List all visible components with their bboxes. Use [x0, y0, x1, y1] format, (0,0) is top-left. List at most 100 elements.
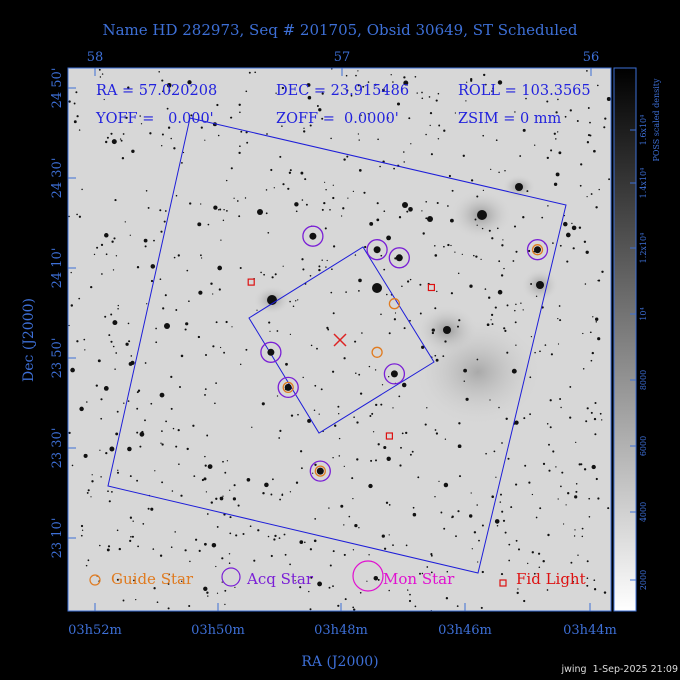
chart-title: Name HD 282973, Seq # 201705, Obsid 3064…: [102, 21, 577, 39]
background-star: [198, 549, 201, 552]
background-star: [450, 292, 454, 295]
background-star: [354, 340, 357, 343]
background-star: [553, 182, 558, 186]
background-star: [136, 266, 140, 269]
background-star: [403, 161, 405, 163]
background-star: [212, 345, 215, 348]
background-star: [444, 340, 447, 343]
background-star: [187, 80, 192, 85]
background-star: [604, 117, 607, 120]
background-star: [76, 340, 79, 343]
background-star: [186, 447, 189, 451]
background-star: [343, 357, 346, 360]
background-star: [463, 368, 467, 373]
background-star: [329, 564, 332, 567]
background-star: [565, 232, 571, 238]
background-star: [128, 340, 131, 343]
background-star: [330, 291, 333, 294]
background-star: [598, 279, 601, 282]
background-star: [152, 548, 155, 550]
background-star: [377, 578, 380, 581]
background-star: [569, 385, 572, 388]
colorbar-tick-label: 8000: [639, 370, 648, 390]
background-star: [111, 139, 117, 145]
background-star: [236, 200, 239, 202]
background-star: [502, 239, 504, 241]
background-star: [228, 562, 231, 564]
background-star: [302, 268, 305, 271]
background-star: [70, 304, 74, 307]
background-star: [434, 307, 437, 310]
background-star: [595, 321, 598, 323]
background-star: [68, 431, 71, 435]
background-star: [541, 216, 544, 219]
background-star: [301, 467, 303, 470]
background-star: [110, 340, 113, 343]
background-star: [403, 80, 409, 86]
background-star: [270, 168, 273, 172]
acq-star-2-marker: [383, 363, 406, 385]
background-star: [160, 230, 163, 233]
background-star: [112, 345, 115, 348]
background-star: [303, 130, 306, 133]
background-star: [123, 402, 125, 404]
background-star: [409, 453, 412, 456]
background-star: [245, 348, 248, 351]
acq-star-7-dot: [395, 254, 403, 262]
background-star: [458, 475, 462, 478]
background-star: [376, 218, 380, 222]
background-star: [295, 481, 299, 484]
acq-star-4-marker: [302, 225, 324, 247]
fid-light-1-marker: [427, 283, 435, 292]
background-star: [331, 268, 333, 271]
background-star: [299, 450, 303, 453]
background-star: [168, 573, 171, 576]
background-star: [458, 422, 461, 425]
background-star: [522, 128, 526, 132]
acq-star-7-marker: [388, 247, 410, 269]
background-star: [207, 464, 213, 469]
background-star: [515, 539, 518, 542]
background-star: [150, 402, 153, 405]
y-tick-label: 24 10': [50, 248, 65, 289]
background-star: [515, 483, 518, 486]
background-star: [476, 358, 479, 361]
background-star: [237, 504, 240, 507]
background-star: [76, 213, 78, 216]
background-star: [340, 215, 343, 217]
ra-value: RA = 57.020208: [96, 83, 217, 99]
background-star: [435, 358, 439, 362]
background-star: [179, 386, 181, 388]
background-star: [268, 321, 271, 324]
background-star: [153, 239, 155, 242]
background-star: [262, 491, 265, 495]
background-star: [383, 445, 387, 450]
background-star: [585, 420, 588, 423]
background-star: [204, 388, 207, 390]
background-star: [549, 399, 552, 402]
background-star: [424, 423, 427, 426]
background-star: [284, 553, 287, 556]
background-star: [383, 210, 386, 213]
background-star: [332, 184, 334, 186]
background-star: [175, 445, 178, 448]
outer-fov-box: [107, 117, 567, 574]
background-star: [159, 554, 163, 557]
background-star: [416, 92, 418, 94]
background-star: [128, 361, 133, 366]
background-star: [238, 103, 241, 107]
background-star: [116, 410, 119, 413]
background-star: [204, 393, 206, 396]
background-star: [377, 443, 380, 446]
zsim-value: ZSIM = 0 mm: [458, 111, 562, 127]
background-star: [559, 319, 562, 322]
background-star: [586, 577, 589, 580]
background-star: [308, 590, 310, 593]
bright-star: [402, 202, 408, 208]
background-star: [601, 270, 604, 273]
background-star: [476, 504, 478, 506]
background-star: [279, 498, 282, 501]
background-star: [193, 475, 196, 478]
background-star: [140, 123, 143, 125]
background-star: [80, 534, 83, 537]
